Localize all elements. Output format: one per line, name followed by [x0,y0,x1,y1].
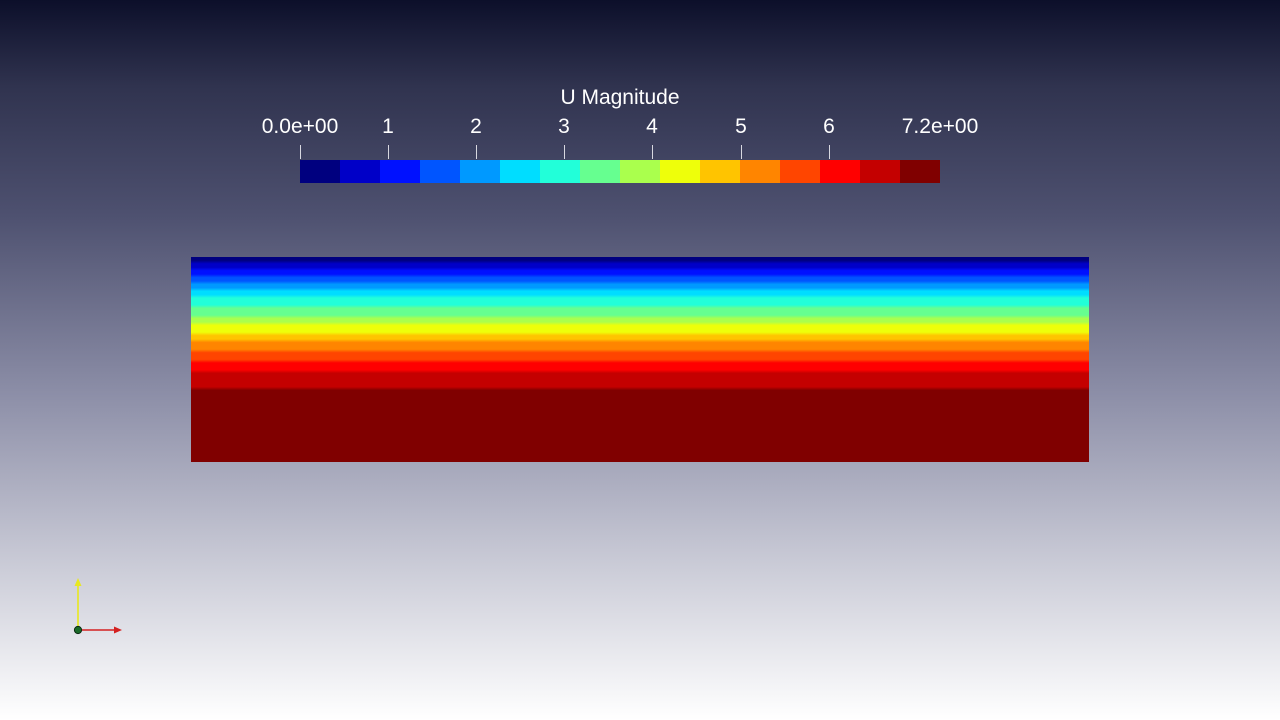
colorbar[interactable] [300,160,940,183]
colorbar-swatch [420,160,460,183]
velocity-magnitude-field[interactable] [191,257,1089,462]
colorbar-swatch [700,160,740,183]
colorbar-swatch [500,160,540,183]
y-axis-arrow-icon [74,578,82,586]
colorbar-tick-label: 3 [558,115,570,138]
colorbar-swatch [820,160,860,183]
orientation-axes-widget[interactable] [66,574,130,642]
colorbar-swatch [580,160,620,183]
colorbar-tick-label: 2 [470,115,482,138]
colorbar-tick-label: 0.0e+00 [261,115,339,138]
colorbar-swatch [660,160,700,183]
colorbar-swatch [780,160,820,183]
colorbar-swatch [540,160,580,183]
colorbar-swatch [340,160,380,183]
colorbar-swatch [300,160,340,183]
colorbar-tick-label: 7.2e+00 [901,115,979,138]
colorbar-tick-label: 4 [646,115,658,138]
colorbar-tick-mark [652,145,653,159]
colorbar-swatch [380,160,420,183]
colorbar-title: U Magnitude [560,86,680,109]
colorbar-tick-mark [300,145,301,159]
colorbar-swatch [900,160,940,183]
colorbar-tick-mark [476,145,477,159]
colorbar-tick-mark [829,145,830,159]
colorbar-tick-mark [564,145,565,159]
colorbar-tick-label: 1 [382,115,394,138]
colorbar-swatch [460,160,500,183]
colorbar-swatch [620,160,660,183]
colorbar-swatch [860,160,900,183]
colorbar-tick-mark [388,145,389,159]
x-axis-arrow-icon [114,626,122,634]
colorbar-tick-label: 5 [735,115,747,138]
z-axis-origin-icon [73,625,83,635]
field-surface [191,257,1089,462]
colorbar-tick-mark [741,145,742,159]
colorbar-swatch [740,160,780,183]
colorbar-tick-label: 6 [823,115,835,138]
